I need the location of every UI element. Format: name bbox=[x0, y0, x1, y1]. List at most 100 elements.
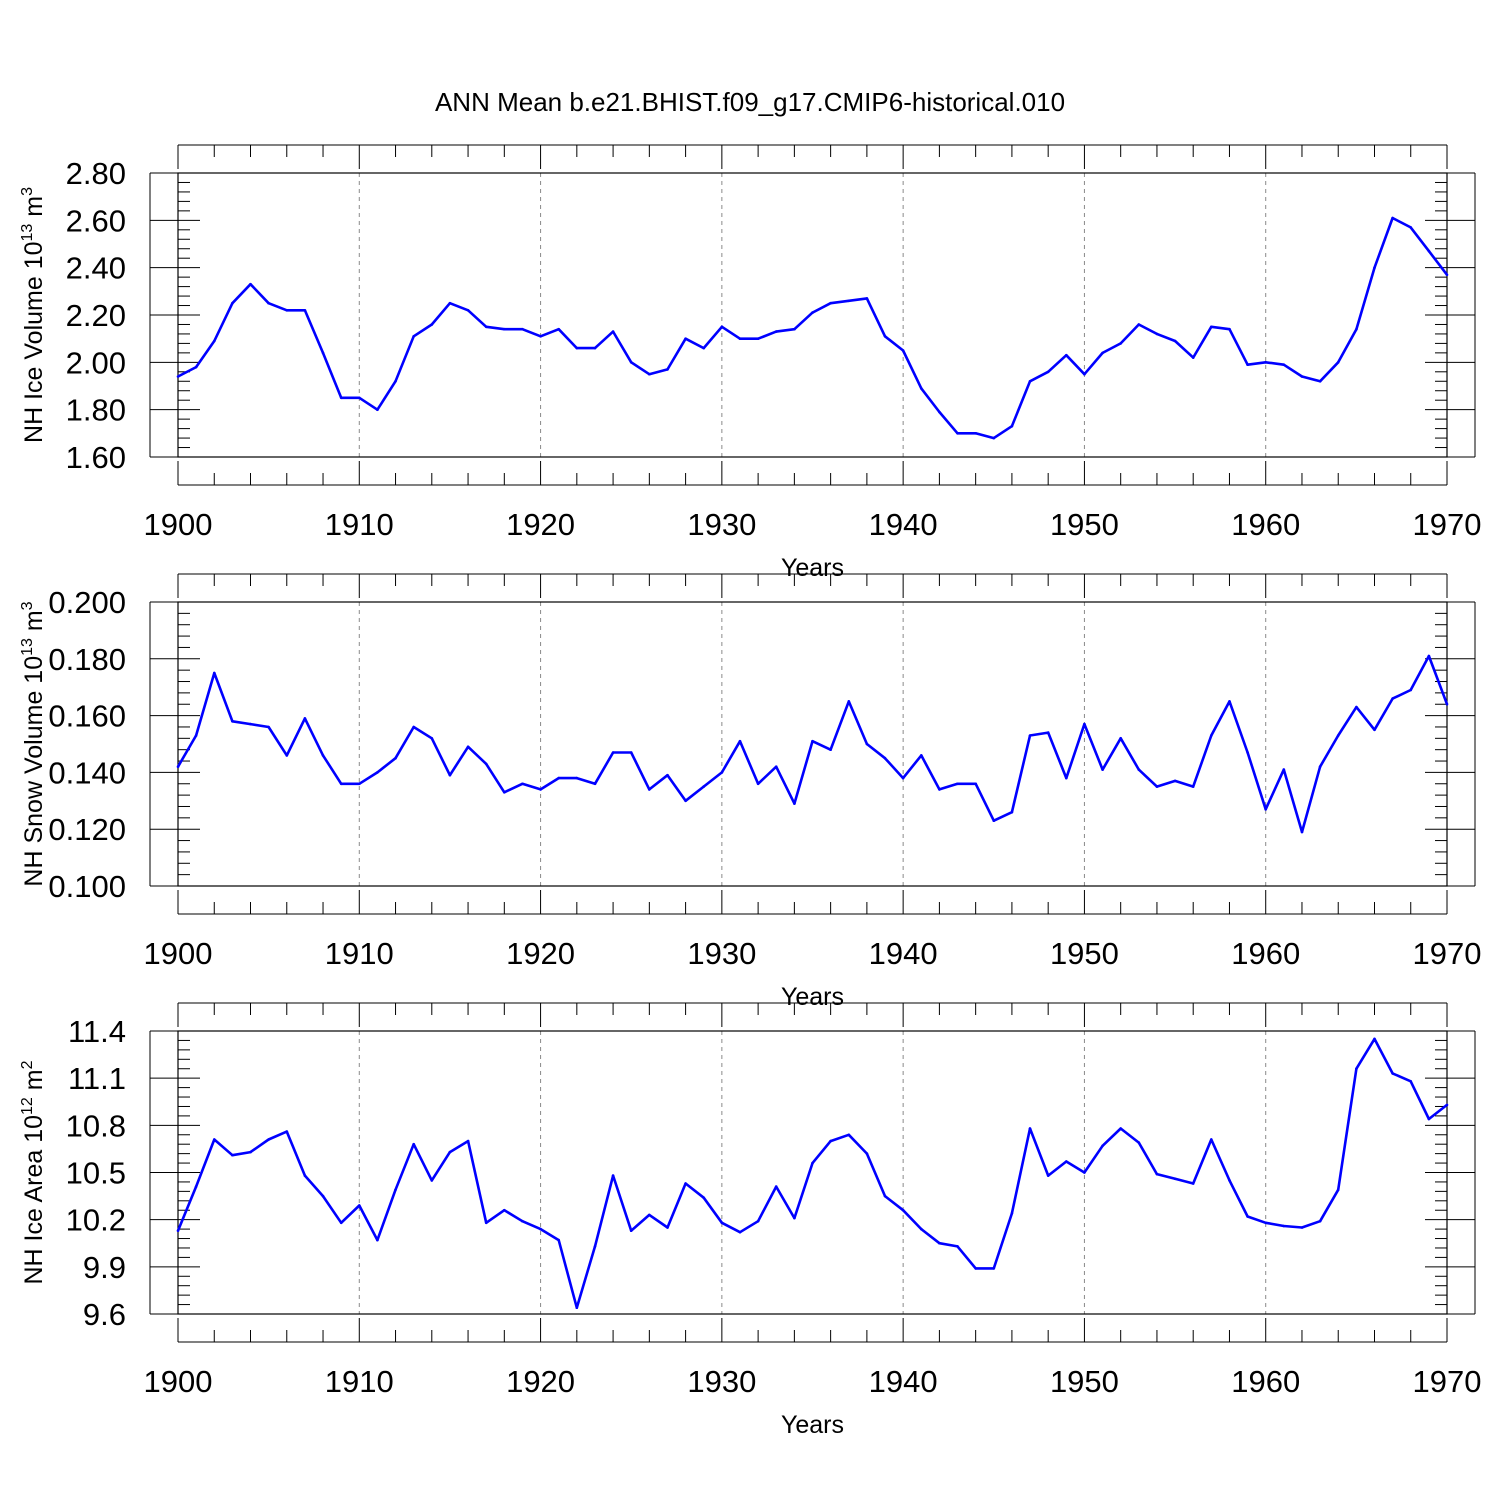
data-point bbox=[176, 765, 180, 768]
data-point bbox=[992, 819, 996, 822]
data-point bbox=[938, 788, 941, 791]
x-axis-label: Years bbox=[781, 983, 844, 1011]
data-point bbox=[1355, 1067, 1358, 1070]
data-point bbox=[738, 739, 742, 743]
data-point bbox=[1318, 380, 1322, 383]
data-point bbox=[1173, 339, 1177, 343]
data-point bbox=[213, 671, 216, 675]
x-tick-label: 1960 bbox=[1231, 1364, 1300, 1399]
y-tick-label: 0.140 bbox=[48, 755, 126, 790]
data-point bbox=[611, 330, 615, 333]
data-point bbox=[1445, 273, 1449, 277]
data-point bbox=[1228, 1179, 1231, 1182]
data-point bbox=[684, 799, 687, 803]
data-point bbox=[1210, 1138, 1213, 1141]
data-point bbox=[1228, 327, 1231, 331]
data-point bbox=[1191, 1182, 1195, 1185]
data-point bbox=[1318, 1219, 1322, 1223]
data-point bbox=[593, 1245, 597, 1248]
data-point bbox=[702, 346, 705, 350]
data-point bbox=[1046, 370, 1050, 374]
data-point bbox=[557, 327, 560, 331]
data-point bbox=[1336, 361, 1340, 364]
y-tick-label: 2.40 bbox=[66, 251, 126, 286]
y-tick-label: 0.160 bbox=[48, 699, 126, 734]
x-tick-label: 1900 bbox=[144, 936, 213, 971]
data-point bbox=[1119, 1127, 1122, 1130]
x-tick-label: 1900 bbox=[144, 1364, 213, 1399]
data-point bbox=[720, 325, 724, 329]
data-point bbox=[648, 1213, 651, 1217]
data-point bbox=[1101, 1144, 1104, 1148]
x-tick-label: 1960 bbox=[1231, 936, 1300, 971]
data-point bbox=[793, 1216, 796, 1220]
data-point bbox=[521, 1219, 524, 1223]
data-point bbox=[811, 739, 814, 743]
x-tick-label: 1930 bbox=[687, 507, 756, 542]
data-point bbox=[811, 1161, 814, 1165]
data-point bbox=[466, 745, 470, 749]
x-axis-label: Years bbox=[781, 554, 844, 582]
data-point bbox=[1264, 808, 1267, 811]
data-point bbox=[1427, 654, 1431, 658]
data-point bbox=[793, 802, 796, 805]
data-point bbox=[430, 1179, 434, 1182]
data-point bbox=[1300, 1226, 1304, 1229]
data-point bbox=[829, 748, 832, 751]
data-point bbox=[684, 1182, 687, 1185]
data-point bbox=[883, 335, 887, 338]
data-point bbox=[194, 734, 198, 737]
panel-2: 0.100 0.120 0.140 0.160 0.180 0.200 1900 1910 19… bbox=[19, 573, 1481, 1011]
data-point bbox=[1191, 785, 1195, 788]
data-point bbox=[684, 337, 687, 341]
x-tick-label: 1940 bbox=[869, 1364, 938, 1399]
data-point bbox=[557, 1238, 560, 1242]
data-point bbox=[920, 754, 923, 757]
x-tick-label: 1970 bbox=[1413, 507, 1482, 542]
data-point bbox=[321, 1194, 325, 1198]
data-point bbox=[1300, 830, 1304, 834]
data-point bbox=[666, 773, 669, 777]
x-tick-label: 1910 bbox=[325, 1364, 394, 1399]
data-point bbox=[194, 365, 198, 369]
data-point bbox=[1137, 768, 1141, 771]
y-tick-label: 1.60 bbox=[66, 440, 126, 475]
data-point bbox=[1409, 688, 1412, 692]
data-point bbox=[213, 339, 216, 343]
data-point bbox=[1065, 1160, 1068, 1163]
y-tick-label: 0.100 bbox=[48, 869, 126, 904]
data-point bbox=[1336, 734, 1340, 737]
x-tick-label: 1950 bbox=[1050, 507, 1119, 542]
data-point bbox=[194, 1185, 198, 1188]
y-axis-label-ylabel-unit: m bbox=[20, 196, 48, 224]
data-point bbox=[956, 432, 959, 435]
data-point bbox=[394, 380, 397, 383]
figure-title: ANN Mean b.e21.BHIST.f09_g17.CMIP6-histo… bbox=[435, 87, 1065, 117]
data-point bbox=[847, 299, 851, 303]
y-tick-label: 10.2 bbox=[66, 1203, 126, 1238]
data-point bbox=[593, 346, 597, 350]
data-point bbox=[484, 762, 488, 766]
data-point bbox=[738, 1230, 742, 1234]
data-point bbox=[1246, 751, 1249, 754]
data-point bbox=[267, 301, 270, 305]
y-axis-label: NH Ice Area 1012 m2 bbox=[19, 1060, 48, 1284]
data-point bbox=[484, 325, 488, 329]
y-axis-label-ylabel-unit: m bbox=[20, 1069, 48, 1097]
data-point bbox=[539, 1227, 542, 1231]
data-point bbox=[774, 1185, 778, 1188]
data-point bbox=[883, 1194, 887, 1198]
x-tick-label: 1920 bbox=[506, 1364, 575, 1399]
data-point bbox=[974, 1267, 977, 1270]
data-point bbox=[938, 410, 941, 414]
data-point bbox=[503, 1208, 506, 1212]
y-tick-label: 2.00 bbox=[66, 345, 126, 380]
data-point bbox=[938, 1241, 941, 1245]
data-point bbox=[339, 782, 343, 786]
data-point bbox=[1137, 323, 1141, 326]
data-point bbox=[1445, 702, 1449, 706]
data-point bbox=[901, 776, 905, 780]
x-tick-label: 1930 bbox=[687, 1364, 756, 1399]
data-point bbox=[829, 301, 832, 305]
y-axis-label-ylabel-unit: m bbox=[20, 610, 48, 638]
